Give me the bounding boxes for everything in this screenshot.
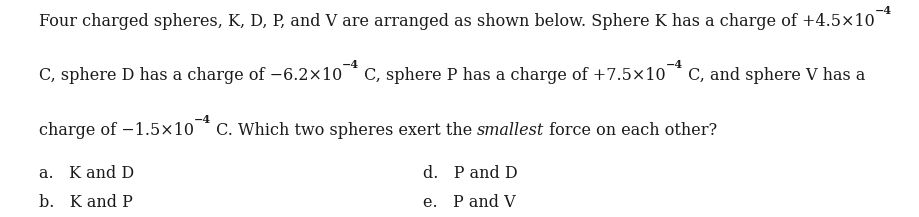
Text: −4: −4 — [874, 5, 891, 16]
Text: b.   K and P: b. K and P — [39, 194, 132, 211]
Text: d.   P and D: d. P and D — [423, 165, 517, 182]
Text: C, sphere D has a charge of −6.2×10: C, sphere D has a charge of −6.2×10 — [39, 67, 342, 84]
Text: force on each other?: force on each other? — [544, 122, 718, 138]
Text: charge of −1.5×10: charge of −1.5×10 — [39, 122, 194, 138]
Text: −4: −4 — [342, 59, 359, 70]
Text: smallest: smallest — [477, 122, 544, 138]
Text: C, and sphere V has a: C, and sphere V has a — [683, 67, 865, 84]
Text: C. Which two spheres exert the: C. Which two spheres exert the — [210, 122, 477, 138]
Text: −4: −4 — [665, 59, 683, 70]
Text: e.   P and V: e. P and V — [423, 194, 516, 211]
Text: a.   K and D: a. K and D — [39, 165, 134, 182]
Text: Four charged spheres, K, D, P, and V are arranged as shown below. Sphere K has a: Four charged spheres, K, D, P, and V are… — [39, 13, 874, 30]
Text: −4: −4 — [194, 114, 210, 125]
Text: C, sphere P has a charge of +7.5×10: C, sphere P has a charge of +7.5×10 — [359, 67, 665, 84]
